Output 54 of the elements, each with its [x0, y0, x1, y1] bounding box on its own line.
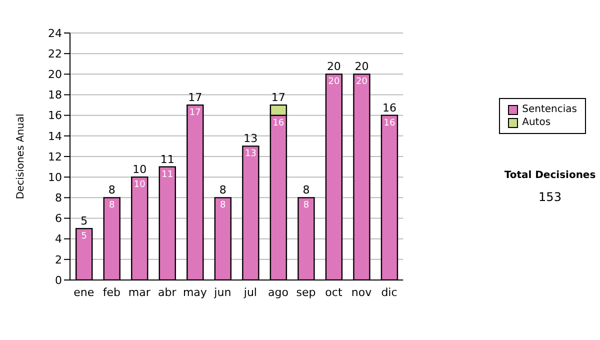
total-label: 17 [188, 91, 202, 104]
total-label: 10 [132, 163, 147, 176]
text: 153 [538, 190, 562, 204]
data-label: 8 [109, 200, 115, 211]
total-label: 8 [302, 184, 310, 197]
x-tick-label: feb [102, 286, 120, 299]
total-label: 20 [326, 60, 341, 74]
y-tick-label: 2 [55, 253, 62, 266]
data-label: 8 [220, 200, 226, 211]
total-label: 5 [80, 214, 88, 228]
x-tick-label: mar [128, 286, 151, 299]
total-label: 8 [219, 184, 226, 197]
x-tick-label: ago [268, 286, 289, 299]
total-label: 16 [382, 101, 396, 114]
data-label: 11 [162, 170, 174, 180]
y-tick-label: 8 [55, 192, 62, 205]
legend-label: Autos [522, 116, 551, 129]
y-tick-label: 16 [48, 109, 62, 122]
data-label: 17 [189, 108, 201, 118]
data-label: 20 [356, 77, 368, 88]
x-tick-label: dic [381, 286, 398, 299]
y-tick-label: 12 [48, 150, 62, 164]
x-tick-label: may [182, 286, 208, 299]
text: Total Decisiones [503, 170, 597, 181]
legend-label: Sentencias [522, 103, 577, 116]
y-tick-label: 14 [48, 130, 62, 143]
total-label: 8 [108, 184, 116, 197]
data-label: 13 [244, 149, 256, 160]
x-tick-label: jun [213, 286, 232, 299]
y-tick-label: 6 [55, 212, 62, 226]
y-tick-label: 20 [48, 68, 62, 82]
x-tick-label: oct [325, 286, 343, 299]
y-tick-label: 10 [48, 170, 62, 184]
x-tick-label: sep [296, 286, 316, 299]
y-axis-title: Decisiones Anual [16, 114, 27, 200]
total-label: 11 [160, 152, 174, 166]
y-tick-label: 18 [48, 88, 62, 102]
y-tick-label: 24 [48, 26, 62, 40]
y-tick-label: 4 [55, 232, 62, 246]
data-label: 5 [81, 232, 87, 242]
x-tick-label: jul [242, 286, 257, 299]
data-label: 8 [303, 200, 310, 211]
data-label: 20 [328, 77, 340, 88]
x-tick-label: abr [158, 286, 177, 299]
data-label: 16 [384, 118, 396, 128]
x-tick-label: ene [74, 286, 94, 299]
y-tick-label: 22 [48, 47, 62, 60]
data-label: 10 [134, 180, 146, 190]
x-tick-label: nov [351, 286, 372, 299]
y-tick-label: 0 [55, 274, 62, 287]
total-label: 13 [244, 132, 258, 146]
total-label: 20 [354, 60, 369, 74]
data-label: 16 [272, 118, 284, 128]
total-label: 17 [271, 91, 286, 104]
